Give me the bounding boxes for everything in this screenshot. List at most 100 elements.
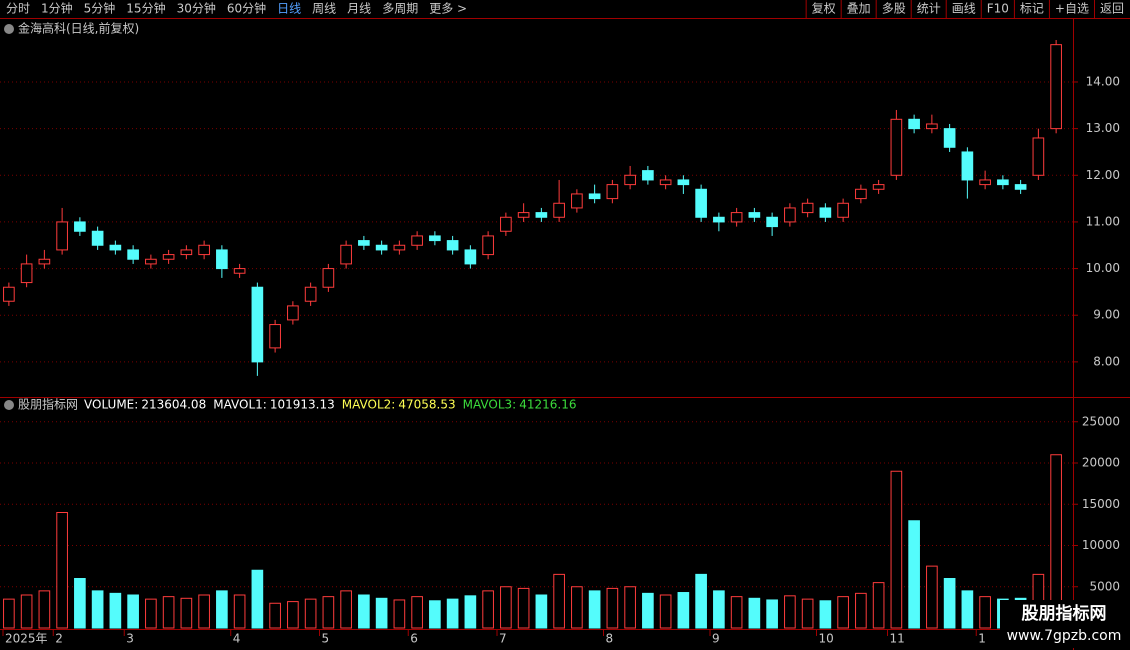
candle-body xyxy=(216,249,228,270)
toolbar-item[interactable]: 多周期 xyxy=(382,2,418,16)
volume-bar xyxy=(677,592,690,629)
volume-bar xyxy=(943,578,956,629)
toolbar-item[interactable]: 多股 xyxy=(882,2,906,16)
toolbar-item[interactable]: +自选 xyxy=(1055,2,1089,16)
candle-body xyxy=(624,174,636,186)
toolbar-item[interactable]: 60分钟 xyxy=(227,1,266,16)
volume-bar xyxy=(375,597,388,629)
x-tick-label: 11 xyxy=(890,632,905,646)
candle-body xyxy=(464,249,477,265)
volume-bar xyxy=(961,590,974,629)
volume-bar xyxy=(766,599,778,629)
toolbar-item[interactable]: 返回 xyxy=(1100,2,1124,16)
volume-bar xyxy=(890,470,903,629)
candle-body xyxy=(943,128,956,148)
volume-bar xyxy=(659,594,672,629)
candle-body xyxy=(571,193,583,209)
x-tick-label: 8 xyxy=(606,632,614,646)
candle-body xyxy=(1050,44,1062,130)
toolbar-item[interactable]: F10 xyxy=(987,2,1009,16)
volume-bar xyxy=(304,598,317,629)
readout-label: MAVOL2: xyxy=(342,398,396,412)
volume-bar xyxy=(748,597,761,629)
toolbar-item[interactable]: 1分钟 xyxy=(41,1,73,16)
volume-bar xyxy=(358,594,370,629)
volume-bar xyxy=(393,599,406,629)
candle-body xyxy=(517,212,530,218)
volume-bar xyxy=(588,590,601,629)
candle-body xyxy=(908,118,920,130)
volume-bar xyxy=(784,595,796,629)
indicator-title: 股朋指标网 xyxy=(18,397,78,412)
candle-body xyxy=(3,286,15,302)
candle-body xyxy=(358,240,370,246)
volume-bar xyxy=(162,596,175,629)
watermark-name: 股朋指标网 xyxy=(1022,603,1107,624)
candle-body xyxy=(926,123,938,130)
volume-bar xyxy=(269,602,281,629)
volume-bar xyxy=(287,601,299,629)
candle-body xyxy=(713,216,725,223)
candle-body xyxy=(198,244,210,256)
candle-body xyxy=(677,179,690,186)
toolbar-item[interactable]: 日线 xyxy=(277,2,301,16)
toolbar-item[interactable]: 画线 xyxy=(952,2,976,16)
candle-body xyxy=(145,258,157,265)
candle-body xyxy=(890,118,903,176)
volume-bar xyxy=(482,590,494,629)
volume-bar xyxy=(517,587,530,629)
toolbar-item[interactable]: 叠加 xyxy=(847,2,871,16)
y-tick-label: 10000 xyxy=(1082,538,1120,552)
volume-bar xyxy=(908,520,920,629)
volume-bar xyxy=(180,597,193,629)
y-tick-label: 14.00 xyxy=(1086,74,1120,88)
candle-body xyxy=(997,179,1009,186)
toolbar-item[interactable]: 统计 xyxy=(917,2,941,16)
volume-bar xyxy=(198,594,210,629)
candle-body xyxy=(20,263,33,284)
toolbar-item[interactable]: 月线 xyxy=(347,2,371,16)
candle-body xyxy=(819,207,832,218)
readout-label: VOLUME: xyxy=(84,398,138,412)
candle-body xyxy=(411,235,423,246)
candle-body xyxy=(642,170,654,181)
volume-bar xyxy=(979,596,991,629)
readout-value: 213604.08 xyxy=(141,398,206,412)
candle-body xyxy=(748,212,761,218)
toolbar-item[interactable]: 30分钟 xyxy=(177,1,216,16)
toolbar-item[interactable]: 5分钟 xyxy=(84,1,116,16)
toolbar-item[interactable]: 复权 xyxy=(812,2,836,16)
candle-body xyxy=(730,212,743,223)
y-tick-label: 12.00 xyxy=(1086,168,1120,182)
collapse-icon[interactable] xyxy=(4,24,14,34)
y-tick-label: 15000 xyxy=(1082,497,1120,511)
volume-bar xyxy=(216,590,228,629)
candle-body xyxy=(251,286,264,363)
toolbar-item[interactable]: 标记 xyxy=(1020,2,1044,16)
volume-bar xyxy=(855,592,867,629)
volume-bar xyxy=(145,598,157,629)
volume-bar xyxy=(624,586,636,629)
volume-bar xyxy=(91,590,104,629)
y-tick-label: 20000 xyxy=(1082,456,1120,470)
toolbar-item[interactable]: 分时 xyxy=(6,2,30,16)
readout-label: MAVOL3: xyxy=(463,398,517,412)
toolbar-item[interactable]: 15分钟 xyxy=(126,1,165,16)
readout-value: 41216.16 xyxy=(519,398,576,412)
candle-body xyxy=(304,286,317,302)
candle-body xyxy=(872,184,885,190)
candle-body xyxy=(500,216,512,232)
volume-bar xyxy=(535,594,548,629)
y-tick-label: 11.00 xyxy=(1086,214,1120,228)
candle-body xyxy=(340,244,352,265)
toolbar-item[interactable]: 周线 xyxy=(312,2,336,16)
volume-bar xyxy=(837,596,849,629)
volume-bar xyxy=(872,582,885,629)
volume-bar xyxy=(801,598,814,629)
volume-bar xyxy=(571,586,583,629)
candle-body xyxy=(801,202,814,214)
toolbar-item[interactable]: 更多 > xyxy=(429,2,467,16)
candle-body xyxy=(56,221,68,251)
collapse-icon[interactable] xyxy=(4,400,14,410)
